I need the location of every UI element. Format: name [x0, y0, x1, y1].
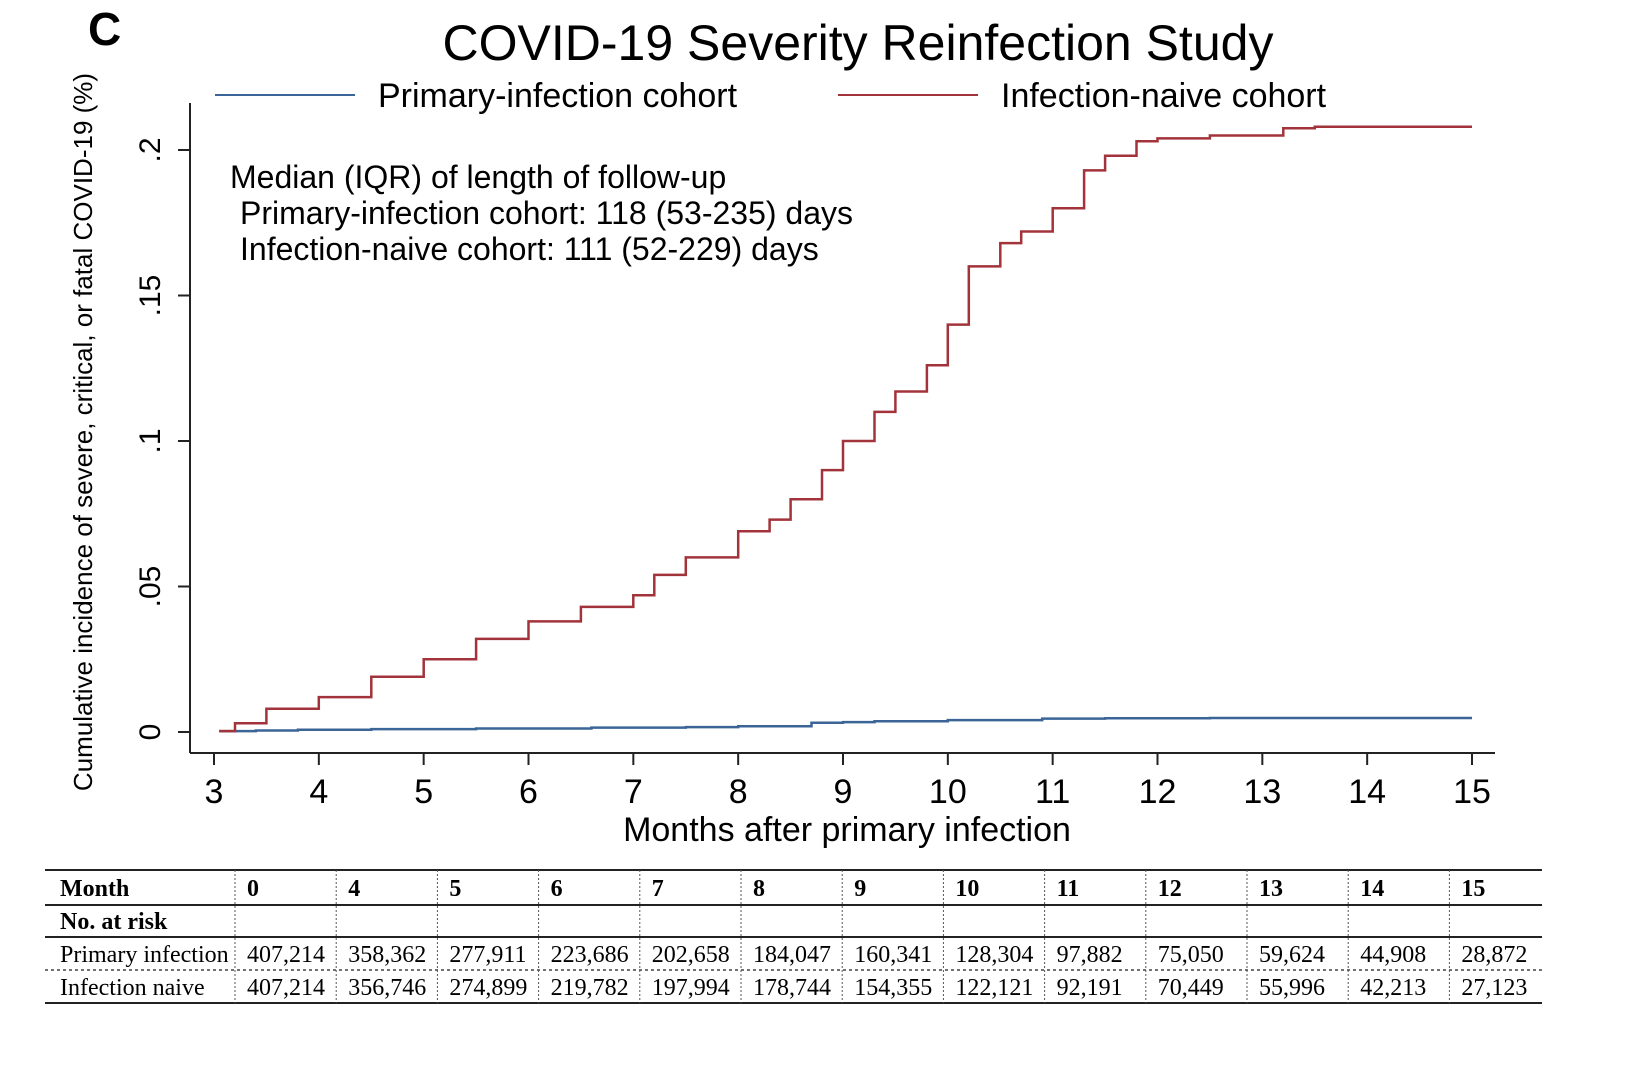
- table-cell-primary: 407,214: [247, 942, 325, 968]
- y-ticks: 0 .05 .1 .15 .2: [134, 137, 190, 740]
- table-cell-primary: 28,872: [1461, 942, 1527, 968]
- table-cell-naive: 122,121: [955, 975, 1033, 1001]
- legend-label-primary: Primary-infection cohort: [378, 77, 738, 115]
- table-cell-naive: 70,449: [1158, 975, 1224, 1001]
- x-tick-label: 10: [929, 773, 967, 811]
- x-tick-label: 8: [729, 773, 748, 811]
- risk-table: Month No. at risk Primary infection Infe…: [45, 869, 1542, 1004]
- table-cell-primary: 75,050: [1158, 942, 1224, 968]
- annotation: Median (IQR) of length of follow-up Prim…: [230, 159, 853, 267]
- table-cell-primary: 59,624: [1259, 942, 1325, 968]
- table-month-header: 15: [1461, 876, 1485, 902]
- table-cell-naive: 42,213: [1360, 975, 1426, 1001]
- y-axis-label: Cumulative incidence of severe, critical…: [68, 73, 98, 791]
- table-month-header: 12: [1158, 876, 1182, 902]
- x-tick-label: 4: [309, 773, 328, 811]
- table-month-header: 13: [1259, 876, 1283, 902]
- x-tick-label: 6: [519, 773, 538, 811]
- x-tick-label: 9: [834, 773, 853, 811]
- table-cell-naive: 407,214: [247, 975, 325, 1001]
- x-ticks: 3 4 5 6 7 8 9 10 11 12 13 14 15: [205, 753, 1491, 811]
- table-month-header: 10: [955, 876, 979, 902]
- table-cell-naive: 178,744: [753, 975, 831, 1001]
- table-cell-primary: 277,911: [449, 942, 526, 968]
- y-tick-label: 0: [134, 724, 167, 741]
- y-tick-label: .2: [134, 137, 167, 162]
- table-cell-primary: 358,362: [348, 942, 426, 968]
- y-tick-label: .05: [134, 566, 167, 608]
- table-subheader-label: No. at risk: [60, 909, 168, 935]
- chart-title: COVID-19 Severity Reinfection Study: [443, 15, 1274, 71]
- table-cell-primary: 223,686: [551, 942, 629, 968]
- table-month-header: 5: [449, 876, 461, 902]
- table-cell-naive: 92,191: [1057, 975, 1123, 1001]
- x-tick-label: 13: [1243, 773, 1281, 811]
- x-tick-label: 15: [1453, 773, 1491, 811]
- table-month-header: 6: [551, 876, 563, 902]
- table-cells: 0 407,214 407,214 4 358,362 356,746 5 277,911 27…: [234, 870, 1527, 1003]
- table-header-label: Month: [60, 876, 129, 902]
- table-cell-naive: 154,355: [854, 975, 932, 1001]
- annotation-line-2: Primary-infection cohort: 118 (53-235) d…: [240, 195, 853, 231]
- table-cell-primary: 97,882: [1057, 942, 1123, 968]
- table-month-header: 4: [348, 876, 360, 902]
- legend: Primary-infection cohort Infection-naive…: [215, 77, 1327, 115]
- x-tick-label: 3: [205, 773, 224, 811]
- series-line-primary: [219, 716, 1472, 733]
- panel-letter: C: [88, 3, 121, 55]
- x-tick-label: 14: [1348, 773, 1386, 811]
- series-line-naive: [219, 125, 1472, 733]
- table-cell-naive: 27,123: [1461, 975, 1527, 1001]
- table-month-header: 9: [854, 876, 866, 902]
- table-month-header: 0: [247, 876, 259, 902]
- y-tick-label: .1: [134, 428, 167, 453]
- x-tick-label: 11: [1035, 773, 1070, 811]
- table-month-header: 7: [652, 876, 664, 902]
- table-cell-naive: 219,782: [551, 975, 629, 1001]
- annotation-line-1: Median (IQR) of length of follow-up: [230, 159, 726, 195]
- x-axis-label: Months after primary infection: [623, 811, 1071, 849]
- table-cell-primary: 184,047: [753, 942, 831, 968]
- table-cell-primary: 44,908: [1360, 942, 1426, 968]
- x-tick-label: 5: [414, 773, 433, 811]
- table-row-label-primary: Primary infection: [60, 942, 229, 968]
- series-layer: [219, 125, 1472, 733]
- table-month-header: 14: [1360, 876, 1384, 902]
- table-cell-naive: 356,746: [348, 975, 426, 1001]
- table-cell-naive: 55,996: [1259, 975, 1325, 1001]
- y-tick-label: .15: [134, 275, 167, 317]
- table-cell-naive: 274,899: [449, 975, 527, 1001]
- legend-label-naive: Infection-naive cohort: [1001, 77, 1327, 115]
- x-tick-label: 12: [1139, 773, 1177, 811]
- table-month-header: 11: [1057, 876, 1080, 902]
- x-tick-label: 7: [624, 773, 643, 811]
- table-cell-primary: 202,658: [652, 942, 730, 968]
- table-cell-primary: 128,304: [955, 942, 1033, 968]
- table-row-label-naive: Infection naive: [60, 975, 205, 1001]
- table-cell-primary: 160,341: [854, 942, 932, 968]
- table-cell-naive: 197,994: [652, 975, 730, 1001]
- annotation-line-3: Infection-naive cohort: 111 (52-229) day…: [240, 231, 819, 267]
- table-month-header: 8: [753, 876, 765, 902]
